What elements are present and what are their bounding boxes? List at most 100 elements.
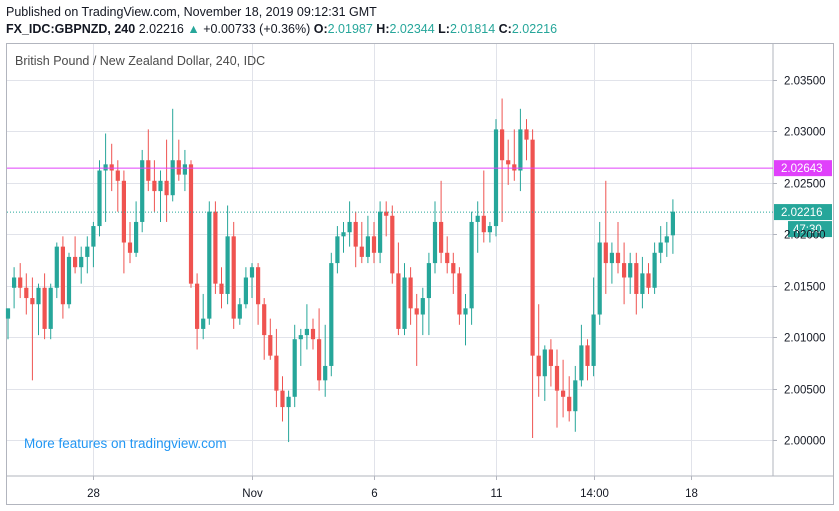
time-axis: 28 Nov 6 11 14:00 18 [87, 476, 698, 500]
candle [506, 139, 511, 185]
watermark-link[interactable]: More features on tradingview.com [24, 436, 227, 451]
candle [329, 252, 334, 377]
candle [335, 226, 340, 274]
candle-body [439, 221, 444, 253]
candle-body [213, 211, 218, 284]
candle-body [323, 365, 328, 381]
candle [615, 221, 621, 274]
candle [512, 129, 517, 181]
candle-body [121, 180, 126, 243]
candle-body [475, 215, 480, 222]
candle-body [249, 267, 255, 278]
candle [66, 252, 72, 309]
chart-legend-title: British Pound / New Zealand Dollar, 240,… [15, 54, 265, 68]
candle [500, 98, 505, 222]
candle-body [237, 304, 242, 319]
candle-body [182, 164, 187, 175]
candle-body [353, 221, 358, 247]
candle [195, 273, 200, 350]
candle [353, 211, 358, 268]
candle [109, 143, 114, 192]
candle-body [579, 345, 584, 381]
candle [487, 221, 492, 243]
candle [365, 215, 370, 264]
candle-body [426, 263, 431, 299]
y-tick-label: 2.01000 [784, 333, 826, 345]
candle-body [524, 129, 529, 140]
candle-body [408, 277, 413, 309]
candle-body [567, 396, 572, 412]
candle-body [85, 246, 90, 257]
candle [469, 211, 474, 325]
candle [396, 242, 401, 336]
candle-body [451, 263, 456, 274]
candle-body [335, 236, 340, 264]
candle-body [457, 273, 462, 315]
candle [481, 170, 486, 243]
candle-body [390, 215, 395, 274]
candle [5, 308, 11, 340]
candle [609, 242, 614, 284]
candle-body [548, 349, 553, 366]
candle-body [664, 236, 669, 243]
open-label: O: [313, 22, 328, 36]
y-tick-label: 2.03000 [784, 127, 826, 139]
candle [347, 201, 352, 247]
candle [42, 273, 47, 340]
candle [48, 283, 53, 340]
candle-body [384, 211, 389, 216]
candle [390, 205, 395, 284]
candle [237, 298, 242, 325]
candle [493, 119, 499, 237]
low-value: 2.01814 [449, 22, 496, 36]
candle [628, 252, 633, 294]
candle-body [274, 355, 279, 391]
candle-body [365, 236, 370, 257]
candle-body [30, 298, 35, 305]
candle [91, 221, 96, 268]
candle [591, 277, 596, 377]
candle [457, 267, 462, 325]
chart-frame[interactable] [6, 43, 834, 505]
candle-body [347, 221, 352, 233]
candle-body [164, 180, 169, 196]
candle [18, 263, 23, 299]
x-tick-label: 14:00 [580, 488, 609, 500]
candle-body [48, 287, 53, 329]
last-price: 2.02216 [138, 22, 184, 36]
candle-body [640, 273, 645, 294]
candle-body [542, 349, 547, 377]
candle-body [585, 345, 590, 366]
candle-body [518, 129, 523, 171]
candle [152, 160, 157, 212]
candle-body [463, 308, 468, 315]
candle [371, 221, 377, 264]
candle [134, 201, 139, 257]
candle-body [646, 273, 651, 288]
candle [274, 328, 279, 408]
candle [414, 293, 419, 366]
symbol-label: FX_IDC:GBPNZD, 240 [6, 22, 136, 36]
candle [298, 328, 303, 366]
candle [54, 242, 59, 299]
candle-body [628, 263, 633, 278]
x-tick-label: 18 [685, 488, 698, 500]
candle-body [140, 160, 145, 222]
candle [323, 324, 328, 397]
candle-body [127, 242, 133, 253]
candle-body [176, 160, 181, 175]
y-tick-label: 2.02000 [784, 230, 826, 242]
candle [73, 236, 78, 274]
candle [280, 376, 285, 422]
candle-body [530, 139, 535, 356]
candle [30, 277, 35, 381]
candle [384, 201, 389, 237]
candle [439, 180, 444, 264]
candle-body [512, 164, 517, 171]
candle [420, 287, 425, 336]
x-tick-label: 28 [87, 488, 100, 500]
candle-body [201, 318, 206, 329]
candle [103, 133, 108, 222]
candle-body [231, 236, 236, 319]
